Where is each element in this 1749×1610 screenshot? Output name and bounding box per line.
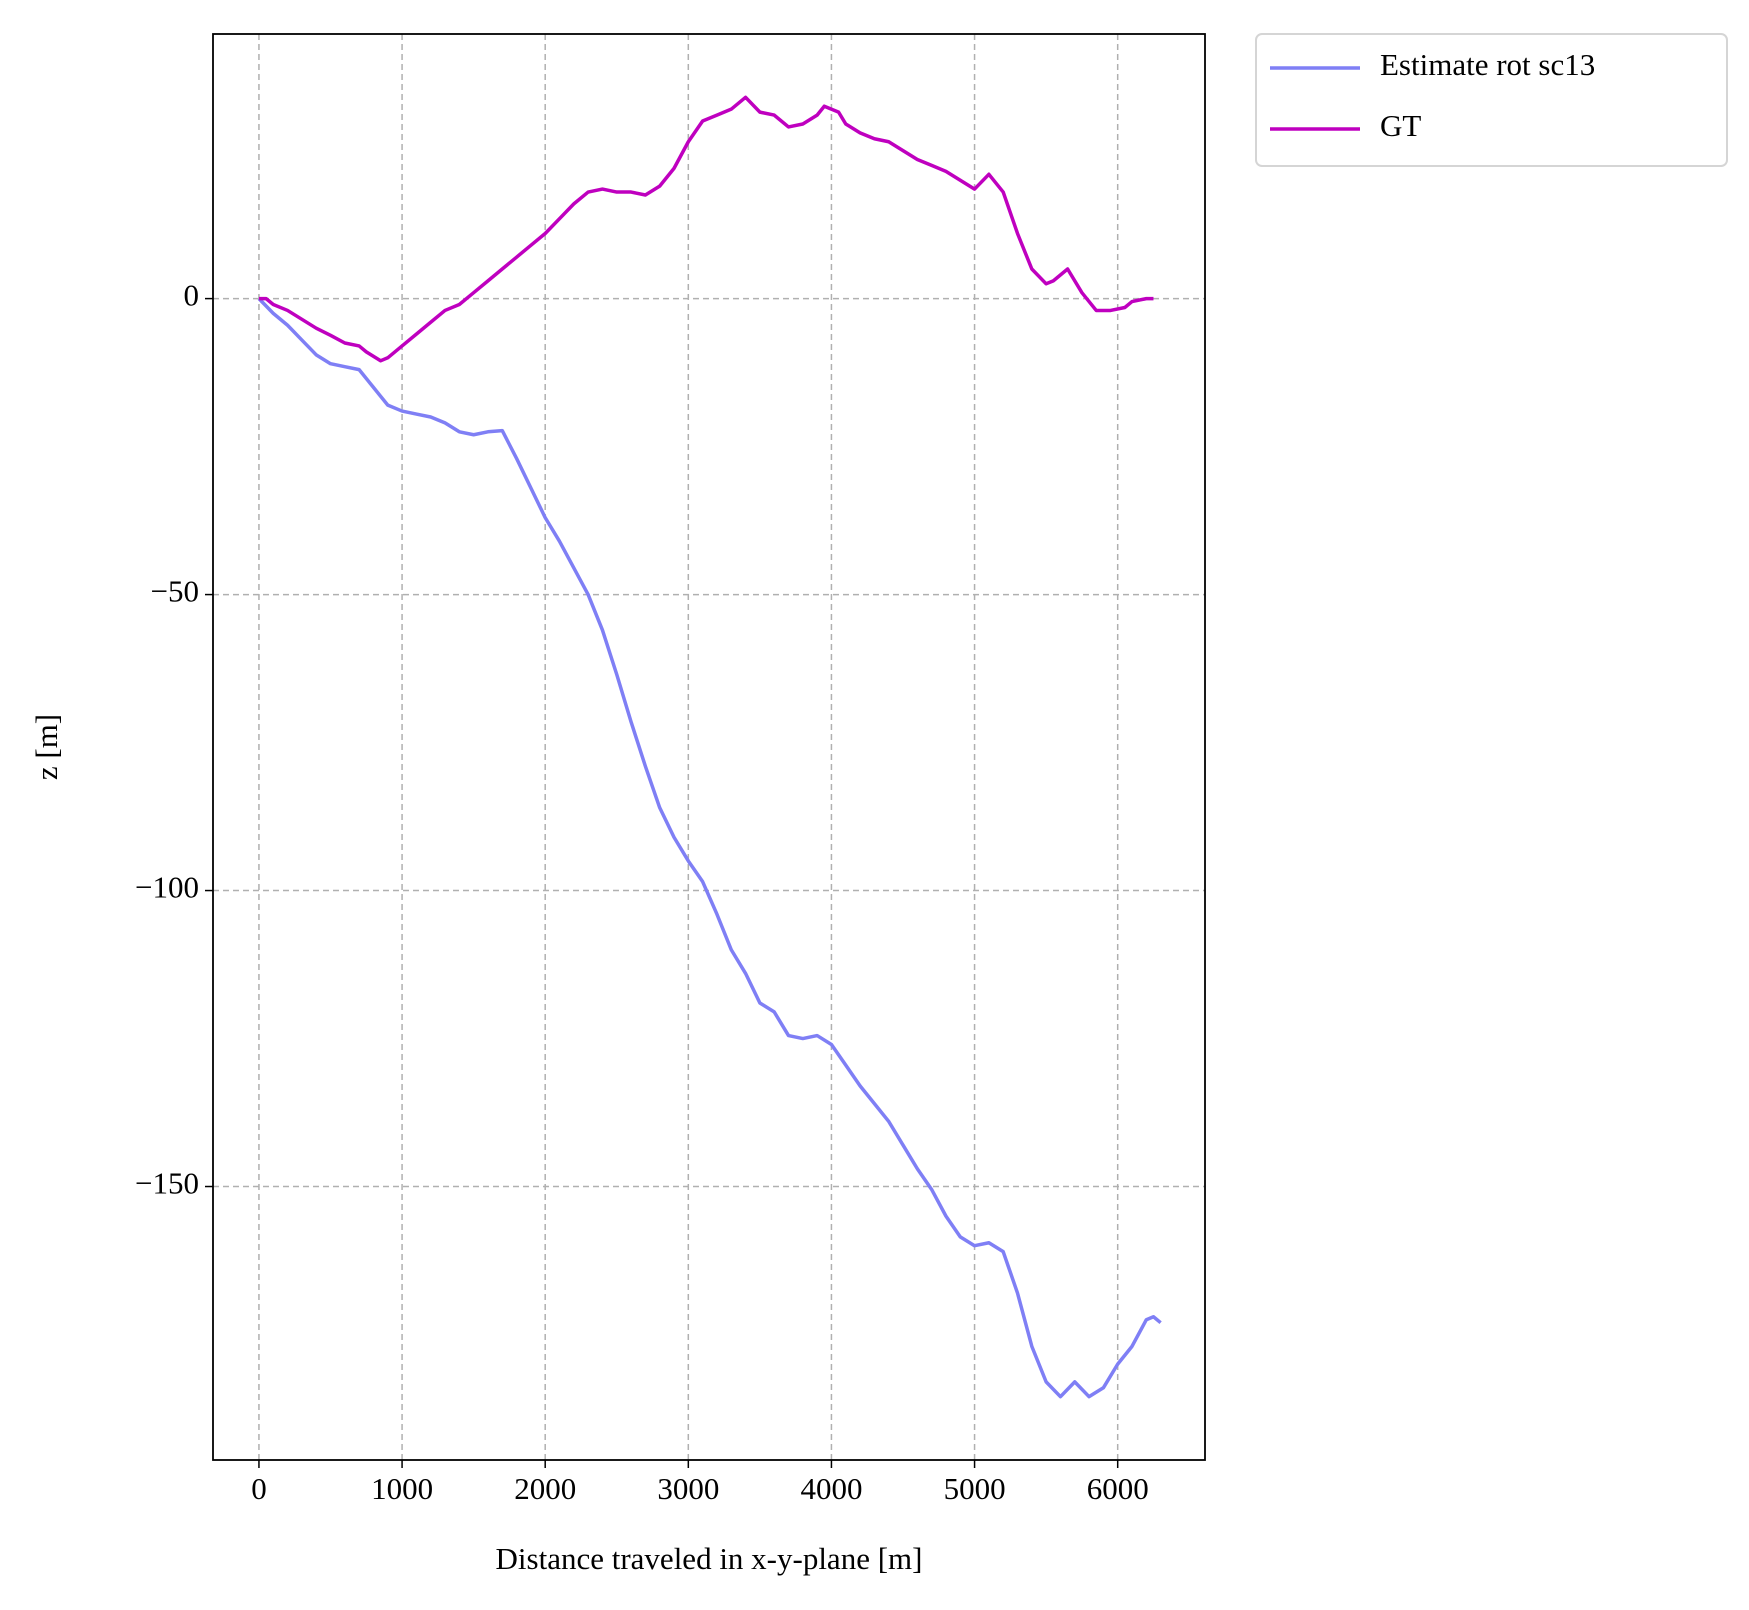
x-tick-label: 3000 — [657, 1471, 719, 1506]
x-tick-label: 5000 — [944, 1471, 1006, 1506]
x-tick-label: 2000 — [514, 1471, 576, 1506]
y-tick-label: −50 — [151, 574, 199, 609]
legend-box — [1255, 33, 1728, 167]
x-tick-label: 4000 — [800, 1471, 862, 1506]
x-tick-label: 6000 — [1087, 1471, 1149, 1506]
x-axis-label: Distance traveled in x-y-plane [m] — [496, 1541, 923, 1576]
x-tick-label: 0 — [251, 1471, 267, 1506]
y-tick-label: 0 — [184, 278, 200, 313]
y-axis-label: z [m] — [29, 714, 64, 780]
line — [258, 95, 1154, 363]
x-tick-label: 1000 — [371, 1471, 433, 1506]
line — [257, 297, 1162, 1399]
plot-frame — [212, 33, 1206, 1461]
legend-label: Estimate rot sc13 — [1380, 47, 1595, 82]
y-tick-label: −100 — [135, 870, 199, 905]
y-tick-label: −150 — [135, 1166, 199, 1201]
legend-label: GT — [1380, 108, 1421, 143]
